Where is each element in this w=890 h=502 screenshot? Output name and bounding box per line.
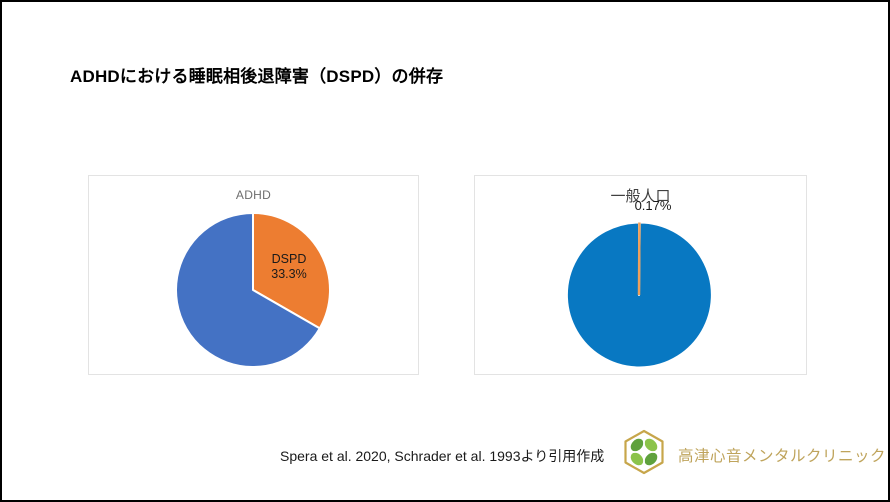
adhd-pie-chart xyxy=(175,212,331,368)
dspd-slice-label-percent: 33.3% xyxy=(271,267,307,281)
hexagon-clover-icon xyxy=(624,429,664,475)
clinic-name-text: 高津心音メンタルクリニック xyxy=(678,448,887,465)
chart-panel-general-population: 一般人口 0.17% xyxy=(474,175,807,375)
dspd-slice-label: DSPD 33.3% xyxy=(271,252,306,282)
dspd-slice-label-name: DSPD xyxy=(271,252,307,266)
general-population-chart-title: 一般人口 xyxy=(610,188,671,205)
adhd-chart-title: ADHD xyxy=(235,188,272,202)
general-population-pie-chart xyxy=(565,221,713,369)
chart-panel-adhd: ADHD DSPD 33.3% xyxy=(88,175,419,375)
slide-title: ADHDにおける睡眠相後退障害（DSPD）の併存 xyxy=(70,67,444,86)
citation-text: Spera et al. 2020, Schrader et al. 1993よ… xyxy=(280,448,605,464)
general-population-slice-label-percent: 0.17% xyxy=(634,198,672,213)
